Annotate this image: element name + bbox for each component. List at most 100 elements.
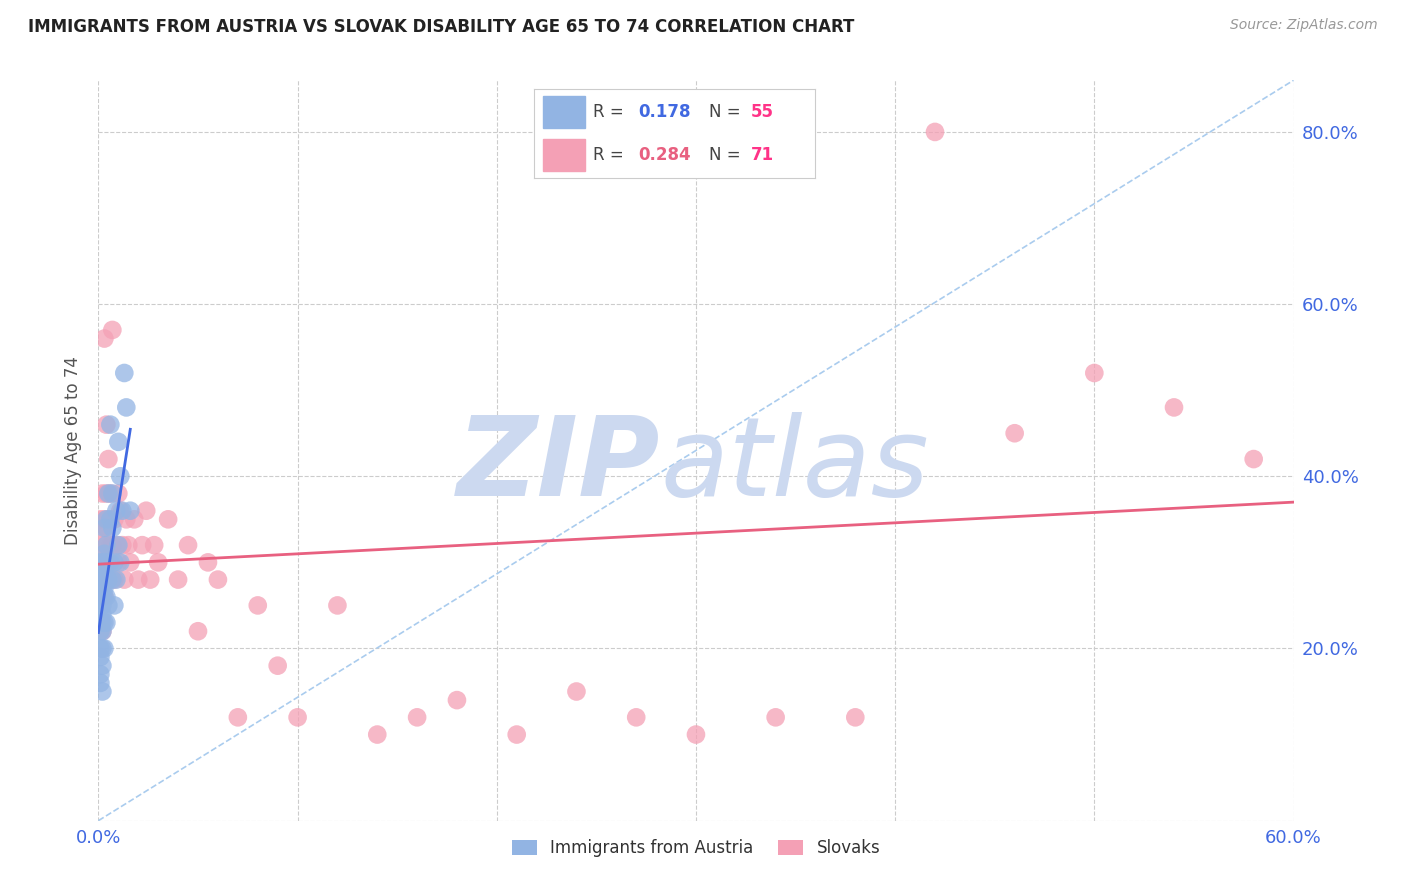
Point [98,512,122,526]
Point [187,624,209,639]
Point [131,538,153,552]
Point [91,658,114,673]
Text: IMMIGRANTS FROM AUSTRIA VS SLOVAK DISABILITY AGE 65 TO 74 CORRELATION CHART: IMMIGRANTS FROM AUSTRIA VS SLOVAK DISABI… [28,18,855,36]
Point [197,555,219,569]
Point [139,573,162,587]
Point [105,504,128,518]
Point [101,521,124,535]
Point [107,434,129,449]
Point [1083,366,1105,380]
Point [91,684,114,698]
Point [143,538,166,552]
Point [89,538,111,552]
Point [115,401,138,415]
Bar [543,139,585,171]
Point [167,573,190,587]
Point [98,538,122,552]
Point [110,555,132,569]
Point [112,366,135,380]
Point [93,521,115,535]
Point [97,452,120,467]
Point [97,555,120,569]
Point [93,641,115,656]
Point [93,581,115,595]
Point [89,676,111,690]
Point [110,504,132,518]
Point [101,573,124,587]
Point [96,417,118,432]
Point [91,624,114,639]
Point [406,710,429,724]
Point [97,512,120,526]
Point [101,323,124,337]
Point [207,573,229,587]
Point [93,547,115,561]
Point [91,486,114,500]
Point [93,615,115,630]
Point [685,727,707,741]
Text: 0.178: 0.178 [638,103,690,121]
Point [91,521,114,535]
Point [111,538,134,552]
Point [96,521,118,535]
Point [110,469,132,483]
Point [565,684,588,698]
Point [97,573,120,587]
Point [103,599,125,613]
Point [98,555,122,569]
Point [96,615,118,630]
Point [91,590,114,604]
Point [93,573,115,587]
Point [366,727,388,741]
Point [97,599,120,613]
Point [111,504,134,518]
Point [105,538,128,552]
Point [103,555,125,569]
Point [117,538,139,552]
Point [1004,426,1026,441]
Point [267,658,290,673]
Point [89,555,111,569]
Point [89,615,111,630]
Point [326,599,349,613]
Point [93,590,115,604]
Text: N =: N = [709,103,745,121]
Point [287,710,309,724]
Point [96,512,118,526]
Point [91,624,114,639]
Point [103,512,125,526]
Text: R =: R = [593,146,630,164]
Text: 55: 55 [751,103,773,121]
Point [91,599,114,613]
Point [1322,340,1344,354]
Point [93,512,115,526]
Legend: Immigrants from Austria, Slovaks: Immigrants from Austria, Slovaks [505,833,887,864]
Y-axis label: Disability Age 65 to 74: Disability Age 65 to 74 [65,356,83,545]
Point [89,590,111,604]
Point [103,573,125,587]
Point [93,538,115,552]
Point [135,504,157,518]
Point [91,641,114,656]
Text: N =: N = [709,146,745,164]
Point [96,590,118,604]
Point [177,538,200,552]
Point [96,486,118,500]
Point [89,573,111,587]
Point [626,710,648,724]
Point [246,599,269,613]
Point [115,512,138,526]
Point [124,512,146,526]
Point [97,486,120,500]
Point [107,538,129,552]
Point [91,607,114,621]
Point [446,693,468,707]
Point [93,555,115,569]
Point [97,573,120,587]
Point [93,590,115,604]
Point [96,573,118,587]
Point [765,710,787,724]
Point [105,573,128,587]
Point [506,727,529,741]
Point [91,573,114,587]
